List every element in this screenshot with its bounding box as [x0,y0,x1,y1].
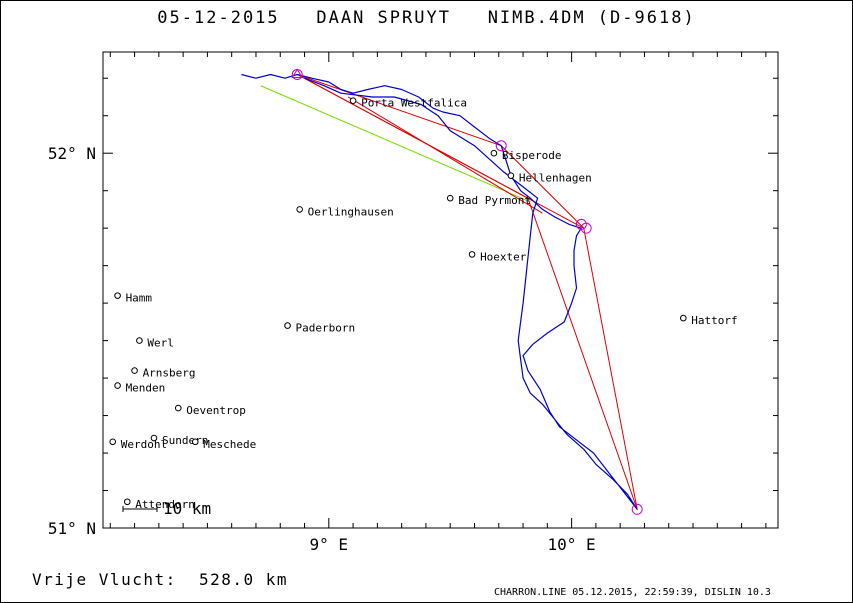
scale-bar-label: 10 km [163,499,211,518]
turnpoint-marker[interactable] [631,503,643,515]
place-markers: Porta Westfalica Bisperode Hellenhagen Bad … [109,97,738,511]
place-label: Werl [147,337,174,350]
distance-value: 528.0 km [199,570,289,589]
task-leg [297,74,502,147]
place-label: Hattorf [691,314,737,327]
flight-track [241,73,638,510]
place-label: Arnsberg [143,367,196,380]
lat-axis-label: 51° N [48,519,96,538]
page-title: 05-12-2015 DAAN SPRUYT NIMB.4DM (D-9618) [0,8,853,28]
place-dot-icon [446,194,454,202]
place-dot-icon [490,149,498,157]
place-label: Bad Pyrmont [458,194,531,207]
start-marker-icon [291,68,304,78]
place-dot-icon [468,251,476,258]
map-plot-area [102,51,779,529]
task-leg [500,145,585,229]
place-dot-icon [507,172,515,179]
place-label: Oerlinghausen [308,205,394,218]
place-marker[interactable]: Arnsberg [131,367,196,380]
place-dot-icon [109,438,117,446]
place-marker[interactable]: Menden [114,382,166,395]
place-marker[interactable]: Meschede [191,438,256,451]
place-dot-icon [296,206,303,213]
place-dot-icon [114,382,121,389]
place-label: Paderborn [296,322,356,335]
task-leg [527,198,638,510]
place-label: Hellenhagen [519,172,592,185]
place-dot-icon [174,404,182,412]
lon-axis-label: 9° E [310,535,349,554]
place-label: Werdohl [121,438,167,451]
place-marker[interactable]: Hamm [114,292,153,305]
place-label: Hamm [126,292,153,305]
title-date: 05-12-2015 [157,8,280,28]
task-legs [297,74,638,510]
place-marker[interactable]: Bad Pyrmont [446,194,531,207]
turnpoints [291,68,643,515]
place-marker[interactable]: Hattorf [680,314,738,327]
place-marker[interactable]: Porta Westfalica [349,97,467,110]
scale-bar: 10 km [122,499,211,518]
place-dot-icon [284,322,291,329]
place-marker[interactable]: Hoexter [468,250,527,263]
place-label: Hoexter [480,250,527,263]
place-marker[interactable]: Hellenhagen [507,172,592,185]
place-dot-icon [123,498,131,506]
place-label: Oeventrop [186,404,246,417]
task-leg [583,228,638,510]
place-marker[interactable]: Paderborn [284,322,356,335]
place-label: Menden [126,382,166,395]
place-marker[interactable]: Oerlinghausen [296,205,394,218]
turnpoint-marker[interactable] [495,140,507,152]
place-label: Sundern [162,434,208,447]
place-dot-icon [114,292,121,299]
credits-line: CHARRON.LINE 05.12.2015, 22:59:39, DISLI… [494,587,771,598]
place-marker[interactable]: Oeventrop [174,404,246,417]
place-marker[interactable]: Bisperode [490,149,562,162]
place-marker[interactable]: Werl [136,337,174,350]
place-dot-icon [680,314,687,322]
closing-line [260,85,531,203]
map-ticks [103,52,778,529]
place-label: Porta Westfalica [361,97,467,110]
place-dot-icon [150,434,158,442]
turnpoint-marker[interactable] [580,222,592,234]
place-label: Meschede [203,438,256,451]
title-pilot: DAAN SPRUYT [316,8,451,28]
distance-readout: Vrije Vlucht: 528.0 km [32,570,288,589]
place-dot-icon [131,367,138,374]
lon-axis-label: 10° E [548,535,596,554]
place-marker[interactable]: Werdohl [109,438,167,451]
place-label: Bisperode [502,149,562,162]
place-dot-icon [349,97,357,105]
lat-axis-label: 52° N [48,144,96,163]
place-dot-icon [191,438,199,446]
closing-line-segment [260,85,531,203]
flight-track-line [241,73,638,510]
map-axis-labels: 9° E 10° E 52° N 51° N [48,144,596,554]
place-dot-icon [136,337,143,344]
title-glider: NIMB.4DM (D-9618) [487,8,696,28]
place-label: Attendorn [135,498,195,511]
task-leg [347,96,543,214]
place-marker[interactable]: Attendorn [123,498,195,511]
distance-label: Vrije Vlucht: [32,570,177,589]
